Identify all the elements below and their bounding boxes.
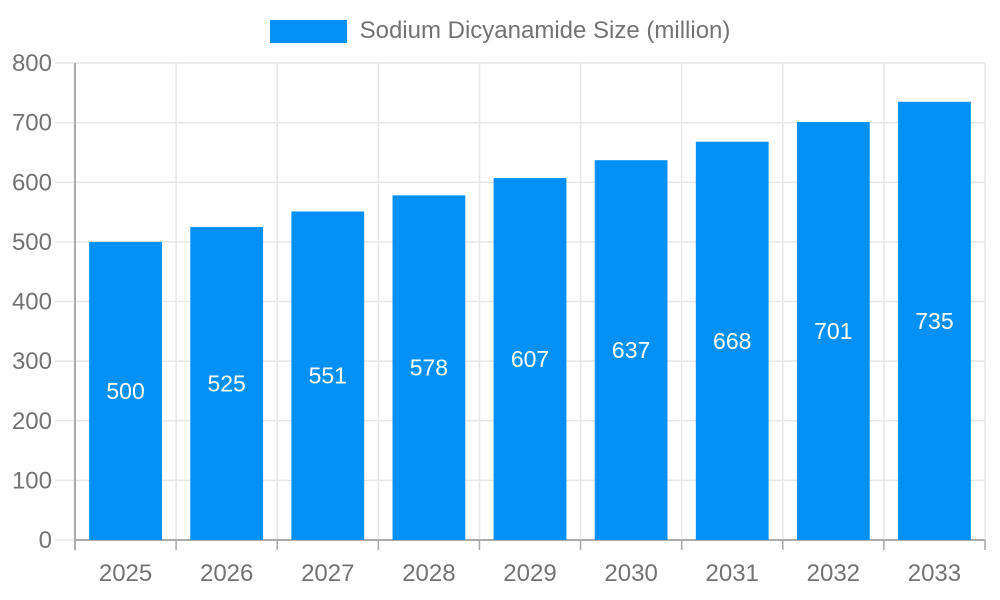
bar: [493, 178, 567, 541]
y-tick-label: 700: [12, 110, 52, 137]
x-tick-label: 2025: [99, 560, 152, 587]
y-tick-label: 0: [39, 527, 52, 554]
bar: [594, 160, 668, 540]
bar: [89, 241, 162, 540]
x-tick-label: 2031: [706, 560, 759, 587]
y-tick-label: 300: [12, 348, 52, 375]
bar-value-label: 578: [410, 355, 448, 381]
x-tick-label: 2032: [807, 560, 860, 587]
chart-legend[interactable]: Sodium Dicyanamide Size (million): [0, 19, 1000, 43]
bar: [392, 195, 466, 540]
bar: [695, 141, 769, 540]
y-tick-label: 800: [12, 50, 52, 77]
bar: [796, 122, 870, 540]
x-tick-label: 2028: [402, 560, 455, 587]
x-tick-label: 2030: [604, 560, 657, 587]
bar: [291, 211, 365, 540]
bar-value-label: 607: [511, 346, 549, 372]
x-tick-label: 2026: [200, 560, 253, 587]
legend-label: Sodium Dicyanamide Size (million): [359, 17, 731, 44]
y-tick-label: 500: [12, 229, 52, 256]
y-tick-label: 400: [12, 289, 52, 316]
x-tick-label: 2027: [301, 560, 354, 587]
bar: [190, 226, 264, 540]
x-tick-label: 2033: [908, 560, 961, 587]
bar-value-label: 735: [915, 308, 953, 334]
bar-value-label: 668: [713, 328, 751, 354]
y-tick-label: 100: [12, 467, 52, 494]
y-tick-label: 200: [12, 408, 52, 435]
bar-value-label: 637: [612, 337, 650, 363]
bar-value-label: 525: [207, 370, 245, 396]
bar-value-label: 500: [106, 378, 144, 404]
bar: [898, 101, 971, 540]
legend-color-swatch: [269, 19, 347, 43]
y-tick-label: 600: [12, 169, 52, 196]
x-tick-label: 2029: [503, 560, 556, 587]
bar-value-label: 701: [814, 318, 852, 344]
bar-value-label: 551: [309, 363, 347, 389]
